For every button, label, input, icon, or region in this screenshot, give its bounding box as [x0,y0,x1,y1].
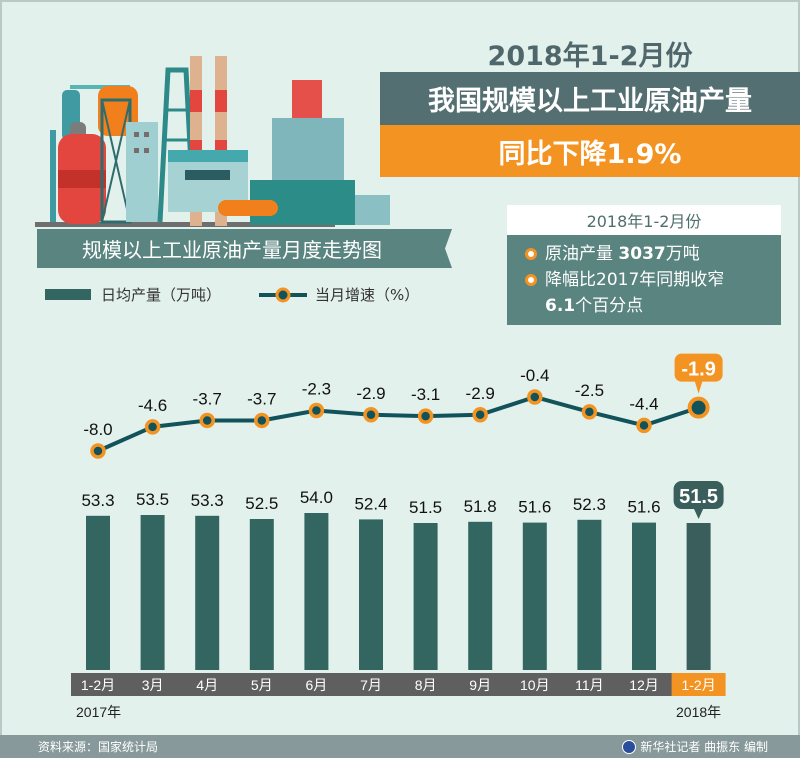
bar-value-label: 51.6 [627,498,660,517]
x-tick-label: 12月 [629,677,659,693]
summary-period: 2018年1-2月份 [507,205,781,235]
bar-value-label: 51.6 [518,498,551,517]
summary-value: 3037 [618,244,666,264]
bar-value-label: 53.3 [81,491,114,510]
summary-text: 降幅比2017年同期收窄 [545,270,725,290]
growth-marker [90,443,106,459]
bar-value-label: 53.5 [136,490,169,509]
growth-marker [687,396,710,419]
banner-shape [37,229,452,268]
x-tick-label: 1-2月 [81,677,115,693]
industrial-illustration [35,56,390,227]
x-tick-label: 5月 [251,677,273,693]
bar [249,519,274,670]
bullet-icon [525,274,537,286]
combo-chart: 53.3 53.5 53.3 52.5 54.0 52.4 51.5 51.8 51.6 52.3… [71,353,726,720]
bar [195,515,220,670]
growth-marker [417,408,434,424]
line-highlight-bubble [674,353,723,382]
line-value-label: -8.0 [83,420,112,439]
year-label-start: 2017年 [76,704,121,720]
summary-unit: 个百分点 [575,296,644,316]
bar-highlight-bubble [673,481,724,509]
line-value-label: -2.3 [302,380,331,399]
x-tick-label: 3月 [142,677,164,693]
bar [577,519,602,670]
line-value-label: -4.6 [138,396,167,415]
bar-value-label: 51.5 [409,498,442,517]
growth-marker [363,407,379,423]
bar [468,521,493,670]
line-value-label: -2.9 [466,384,495,403]
x-axis-band [71,673,681,696]
bar [140,515,165,670]
growth-marker [636,417,652,434]
line-value-label: -0.4 [520,366,549,385]
line-value-label: -2.5 [575,381,604,400]
bar-value-label: 52.5 [245,494,278,513]
bar-value-label: 52.4 [354,494,387,513]
bubble-pointer [693,508,704,519]
legend-bar-label: 日均产量（万吨） [101,286,222,304]
chart-title: 规模以上工业原油产量月度走势图 [82,238,382,262]
line-value-label: -1.9 [681,359,715,381]
x-axis-highlight [671,673,726,696]
legend-line-swatch [259,287,308,302]
line-value-label: -2.9 [356,384,385,403]
x-tick-label: 9月 [469,677,491,693]
source-text: 资料来源：国家统计局 [38,740,159,754]
bar-value-label: 51.5 [679,486,718,508]
bar-value-label: 54.0 [300,488,333,507]
bubble-pointer [694,380,703,394]
x-tick-label: 10月 [520,677,550,693]
title-year: 2018年1-2月份 [487,41,693,72]
bar [632,522,656,670]
summary-value: 6.1 [545,296,576,316]
growth-marker [581,404,598,420]
summary-body: 原油产量 3037万吨 降幅比2017年同期收窄 6.1个百分点 [507,235,781,325]
summary-unit: 万吨 [665,244,700,264]
bar-value-label: 53.3 [191,491,224,510]
year-label-end: 2018年 [676,704,721,720]
legend-line-label: 当月增速（%） [315,286,420,304]
bar [86,515,110,670]
growth-marker [144,419,161,435]
growth-marker [308,402,325,419]
summary-text: 原油产量 [545,244,619,264]
line-value-label: -3.7 [193,389,222,408]
x-tick-label: 4月 [196,677,218,693]
x-tick-label: 11月 [575,677,604,693]
x-tick-label: 1-2月 [681,677,715,693]
credit-text: 新华社记者 曲振东 编制 [640,740,768,754]
bar-value-label: 52.3 [573,495,606,514]
legend: 日均产量（万吨） 当月增速（%） [45,284,419,305]
growth-marker [254,412,270,429]
growth-marker [199,412,215,429]
line-value-label: -3.1 [411,385,440,404]
x-tick-label: 7月 [360,677,382,693]
growth-marker [472,407,488,423]
bar-value-label: 51.8 [464,497,497,516]
main-title: 我国规模以上工业原油产量 [380,72,800,125]
growth-line [97,394,700,453]
x-tick-label: 8月 [415,677,437,693]
bar [304,513,329,670]
summary-item: 降幅比2017年同期收窄 6.1个百分点 [525,267,771,319]
summary-box: 2018年1-2月份 原油产量 3037万吨 降幅比2017年同期收窄 6.1个百… [507,205,781,325]
bullet-icon [525,248,537,260]
sub-title: 同比下降1.9% [380,125,800,177]
line-value-label: -4.4 [629,394,658,413]
bar [359,519,383,670]
summary-item: 原油产量 3037万吨 [525,241,771,267]
bar [686,523,711,670]
footer: 资料来源：国家统计局 新华社记者 曲振东 编制 [0,735,800,758]
x-tick-label: 6月 [306,677,328,693]
xinhua-logo-icon [622,739,637,754]
bar [522,522,547,670]
growth-marker [527,389,543,405]
legend-bar-swatch [45,289,91,300]
line-value-label: -3.7 [247,389,276,408]
bar [413,523,438,670]
